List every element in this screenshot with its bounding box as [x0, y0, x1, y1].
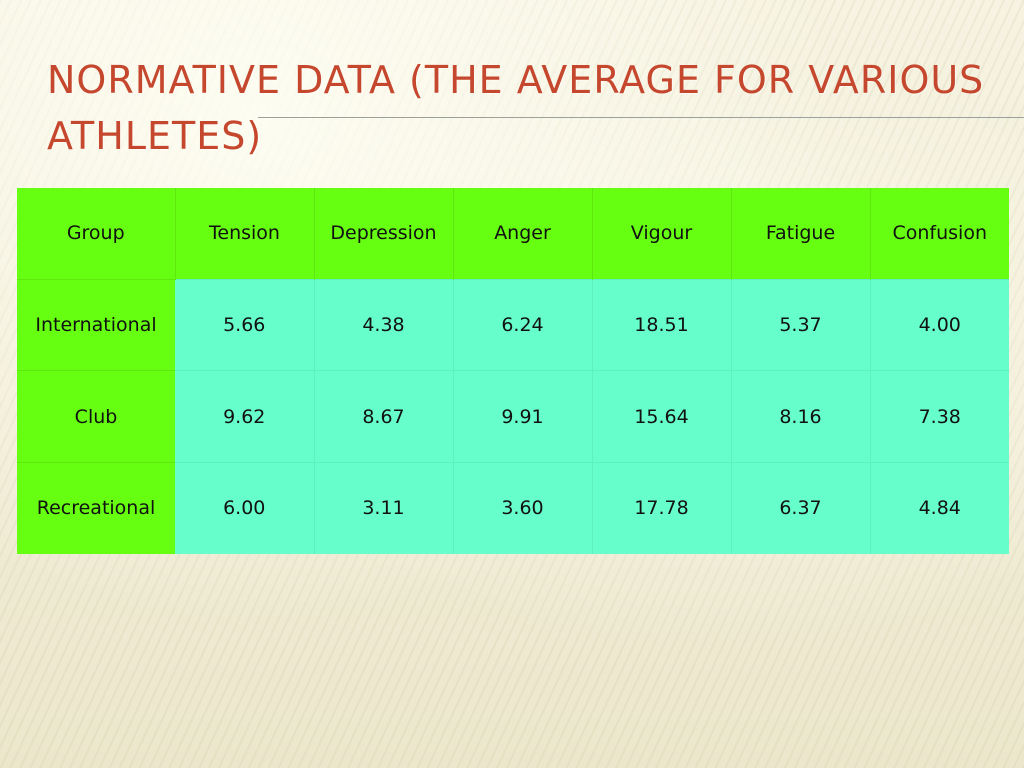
table-cell: 9.91: [453, 370, 593, 463]
table-cell: 4.84: [870, 461, 1009, 555]
normative-data-table: Group Tension Depression Anger Vigour Fa…: [17, 188, 1009, 555]
table-row: International 5.66 4.38 6.24 18.51 5.37 …: [17, 278, 1009, 371]
table-cell: 4.38: [314, 278, 454, 371]
table-row: Recreational 6.00 3.11 3.60 17.78 6.37 4…: [17, 461, 1009, 555]
table-cell: 3.60: [453, 461, 593, 555]
data-table-container: Group Tension Depression Anger Vigour Fa…: [17, 188, 1009, 555]
row-group-label: Recreational: [17, 461, 175, 555]
table-cell: 15.64: [592, 370, 732, 463]
slide-title: Normative data (the average for various …: [47, 58, 985, 158]
table-cell: 8.67: [314, 370, 454, 463]
row-group-label: International: [17, 278, 175, 371]
table-cell: 6.37: [731, 461, 871, 555]
column-header: Anger: [453, 188, 593, 279]
title-divider: [258, 117, 1024, 118]
column-header: Vigour: [592, 188, 732, 279]
row-group-label: Club: [17, 370, 175, 463]
table-cell: 8.16: [731, 370, 871, 463]
table-cell: 3.11: [314, 461, 454, 555]
table-cell: 6.24: [453, 278, 593, 371]
column-header: Tension: [175, 188, 315, 279]
table-cell: 5.37: [731, 278, 871, 371]
column-header: Fatigue: [731, 188, 871, 279]
table-header-row: Group Tension Depression Anger Vigour Fa…: [17, 188, 1009, 279]
column-header: Confusion: [870, 188, 1009, 279]
column-header: Group: [17, 188, 176, 279]
table-cell: 9.62: [175, 370, 315, 463]
table-row: Club 9.62 8.67 9.91 15.64 8.16 7.38: [17, 370, 1009, 463]
column-header: Depression: [314, 188, 454, 279]
table-cell: 4.00: [870, 278, 1009, 371]
table-cell: 5.66: [175, 278, 315, 371]
table-cell: 17.78: [592, 461, 732, 555]
table-cell: 6.00: [175, 461, 315, 555]
table-cell: 18.51: [592, 278, 732, 371]
table-cell: 7.38: [870, 370, 1009, 463]
